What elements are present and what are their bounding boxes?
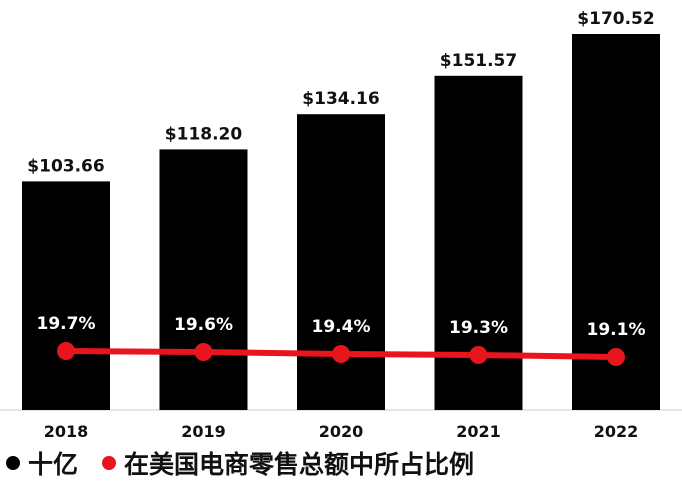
chart: $103.66 2018 $118.20 2019 $134.16 2020 $151.57…: [0, 9, 682, 441]
legend-marker-bars: [6, 456, 20, 470]
bar-2018: [22, 181, 110, 410]
bar-2020: [297, 114, 385, 410]
share-point-2020: [332, 345, 350, 363]
x-tick-label-2020: 2020: [319, 422, 364, 441]
share-point-2022: [607, 348, 625, 366]
bar-value-label-2020: $134.16: [302, 89, 379, 109]
share-point-2021: [469, 346, 488, 364]
bar-value-label-2019: $118.20: [165, 124, 243, 144]
legend-marker-line: [102, 456, 117, 470]
bar-2022: [572, 34, 660, 410]
legend-label-bars: 十亿: [28, 450, 79, 479]
share-point-2018: [57, 342, 75, 360]
legend-label-line: 在美国电商零售总额中所占比例: [124, 450, 475, 479]
bar-2019: [159, 149, 248, 410]
share-label-2019: 19.6%: [174, 315, 233, 335]
labels-layer: $103.66 2018 $118.20 2019 $134.16 2020 $151.57…: [27, 9, 654, 441]
legend: 十亿 在美国电商零售总额中所占比例: [6, 446, 474, 480]
legend-item-line: 在美国电商零售总额中所占比例: [102, 445, 474, 481]
share-label-2021: 19.3%: [449, 318, 508, 338]
share-label-2020: 19.4%: [312, 317, 371, 337]
bar-value-label-2022: $170.52: [577, 9, 654, 29]
bar-value-label-2018: $103.66: [27, 156, 104, 176]
line-layer: [57, 342, 625, 366]
legend-item-bars: 十亿: [6, 445, 78, 481]
x-tick-label-2018: 2018: [44, 422, 89, 441]
share-label-2018: 19.7%: [37, 314, 96, 334]
x-tick-label-2019: 2019: [181, 422, 226, 441]
x-tick-label-2021: 2021: [456, 422, 501, 441]
share-point-2019: [194, 343, 213, 361]
bar-value-label-2021: $151.57: [440, 51, 517, 71]
share-label-2022: 19.1%: [587, 320, 646, 340]
x-tick-label-2022: 2022: [594, 422, 639, 441]
